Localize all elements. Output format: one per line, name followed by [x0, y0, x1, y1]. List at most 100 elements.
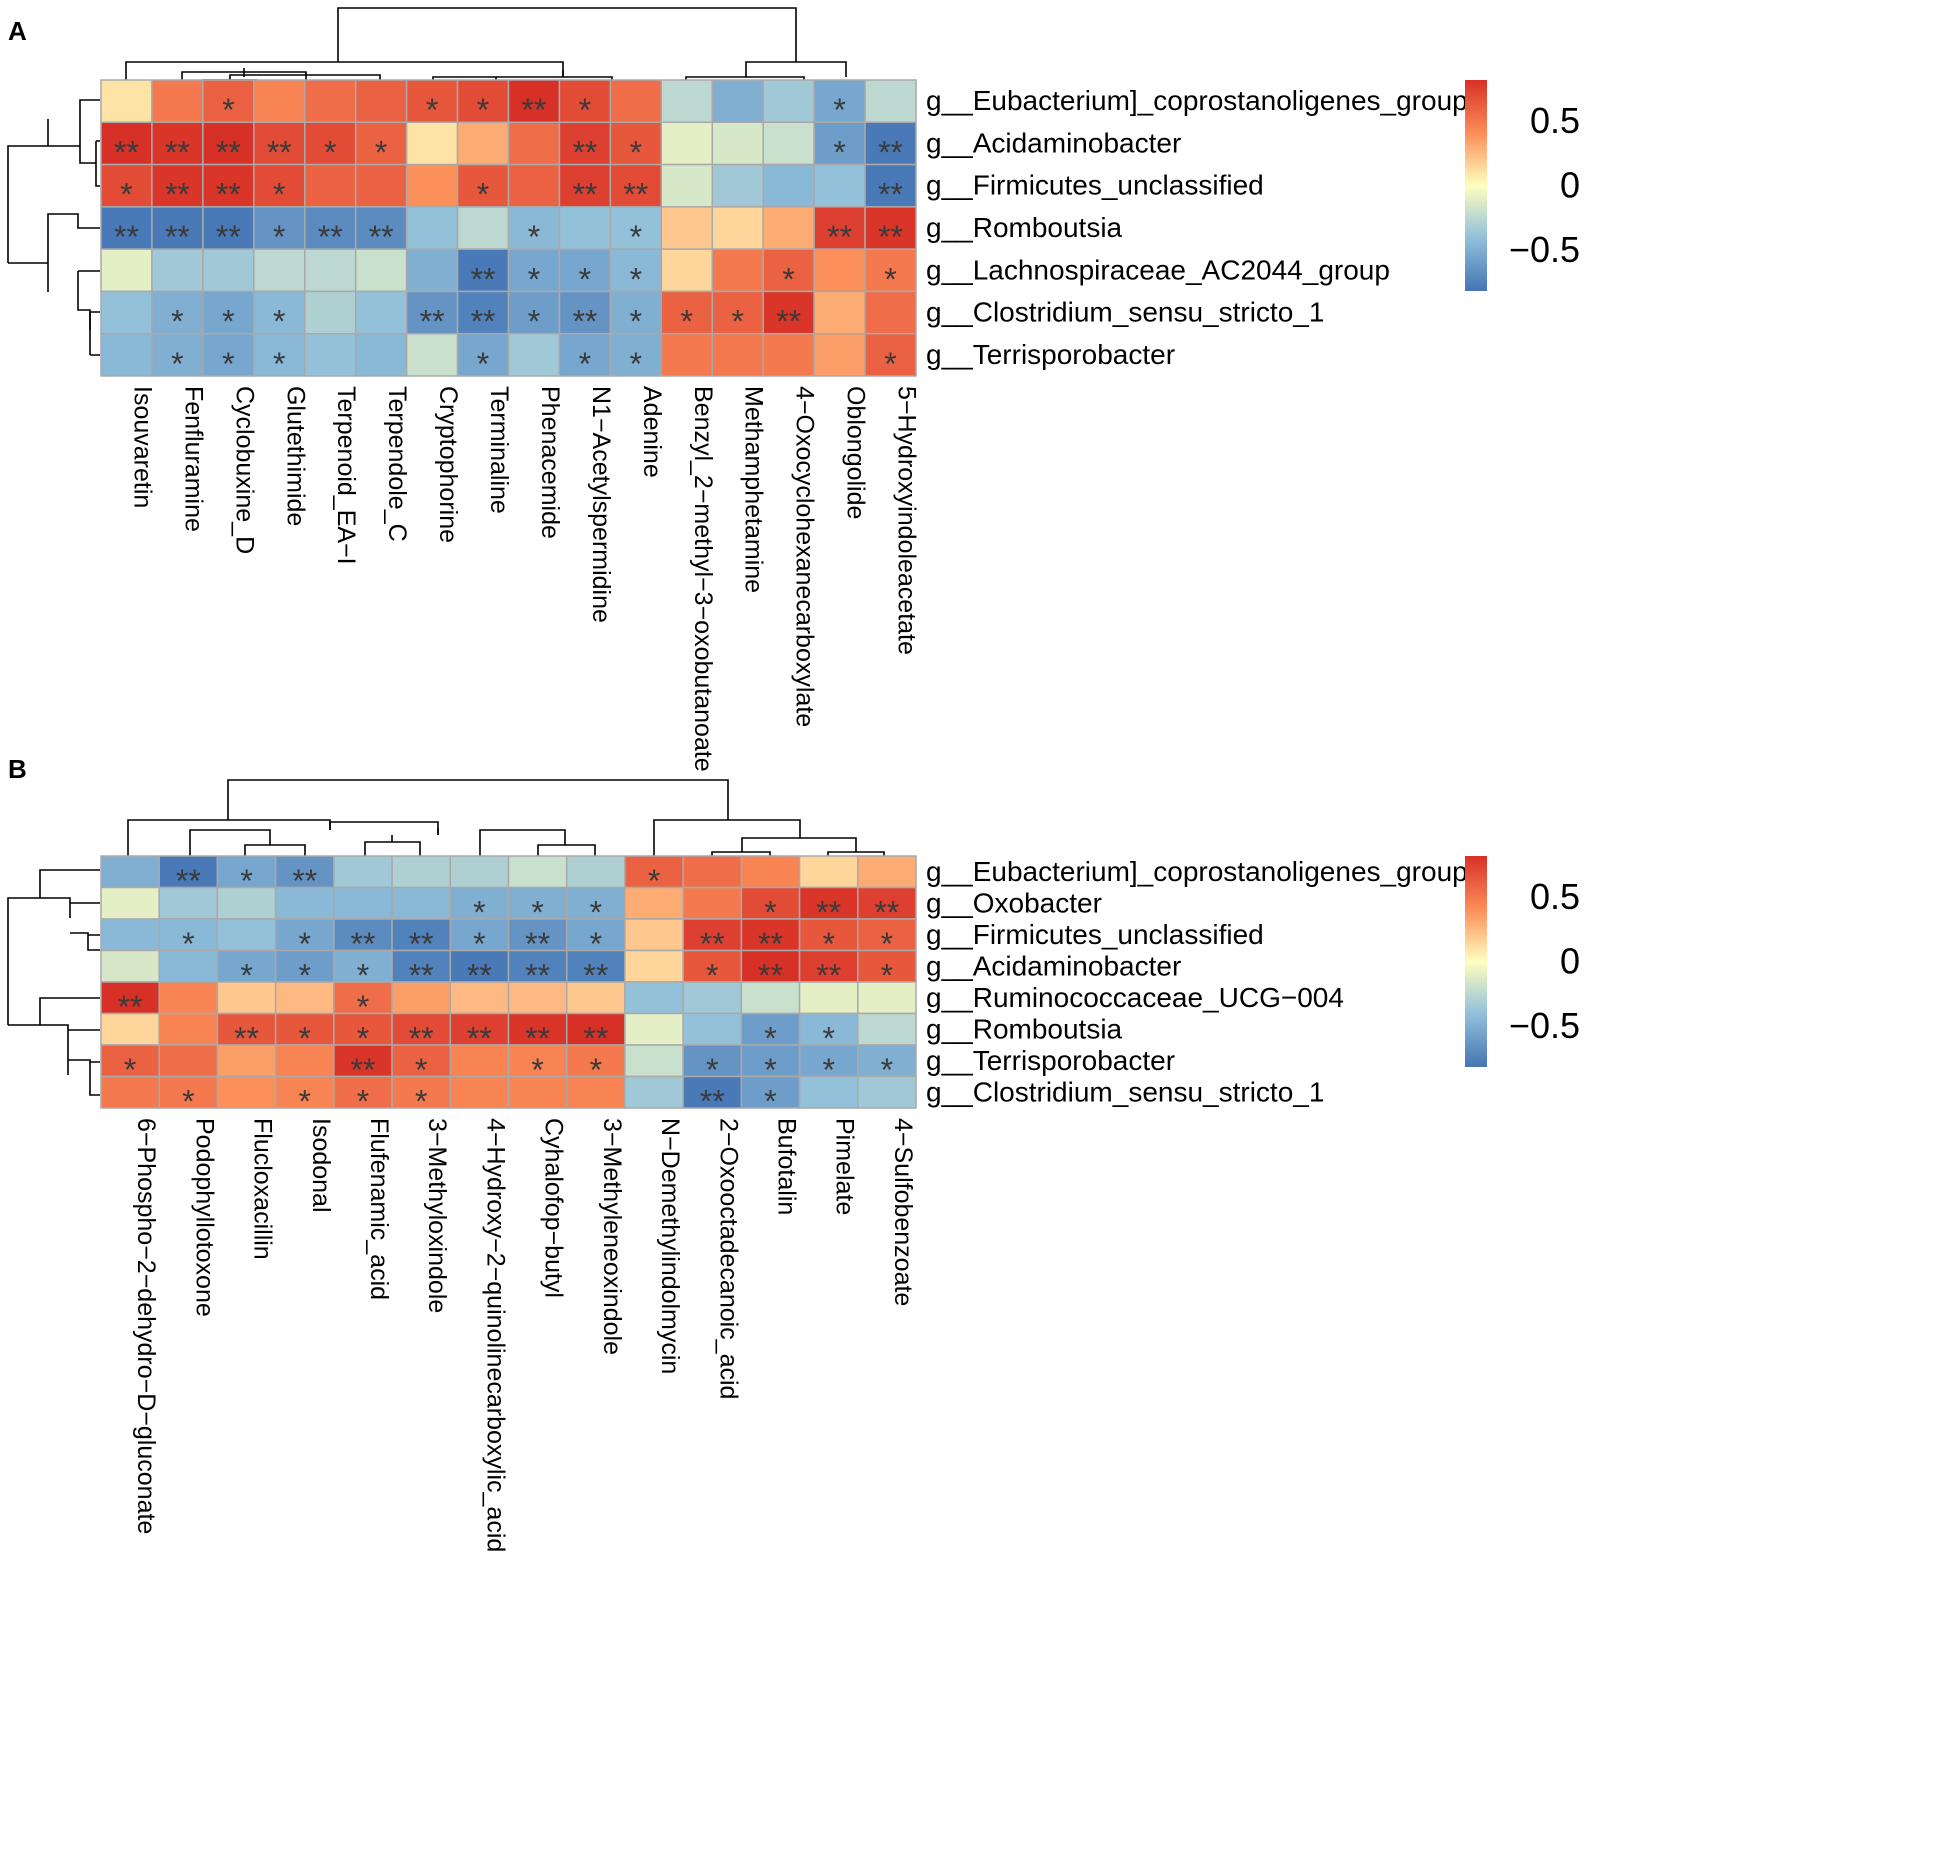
heatmap-cell [609, 121, 663, 166]
significance-marker: ** [165, 177, 190, 213]
heatmap-cell [660, 121, 713, 166]
column-label: 3−Methyloxindole [423, 1118, 451, 1313]
heatmap-cell [660, 206, 713, 250]
heatmap-cell [857, 918, 917, 952]
heatmap-cell [740, 855, 801, 889]
heatmap-cell [100, 290, 153, 335]
heatmap-cell [624, 981, 684, 1015]
significance-marker: ** [292, 863, 317, 899]
heatmap-cell [798, 949, 859, 983]
significance-marker: * [528, 261, 540, 297]
significance-marker: * [473, 894, 485, 930]
significance-marker: * [182, 926, 194, 962]
column-label: Isodonal [307, 1118, 335, 1213]
significance-marker: * [120, 177, 132, 213]
significance-marker: * [273, 346, 285, 382]
column-label: 2−Oxooctadecanoic_acid [714, 1118, 742, 1399]
significance-marker: ** [471, 304, 496, 340]
significance-marker: * [171, 304, 183, 340]
significance-marker: * [881, 1052, 893, 1088]
heatmap-panel-a: A [7, 7, 1580, 772]
row-label: g__Acidaminobacter [926, 127, 1181, 158]
significance-marker: ** [216, 219, 241, 255]
significance-marker: * [681, 304, 693, 340]
heatmap-cell [711, 121, 764, 166]
row-label: g__Acidaminobacter [926, 950, 1181, 981]
heatmap-cell [798, 1012, 859, 1046]
heatmap-cell [558, 206, 612, 250]
panel-label: A [8, 16, 27, 46]
heatmap-cell [740, 1075, 801, 1109]
heatmap-cell [151, 121, 204, 166]
heatmap-cell [333, 855, 393, 889]
heatmap-cell [762, 248, 815, 293]
heatmap-cell [449, 1075, 510, 1109]
heatmap-cell [333, 949, 393, 983]
significance-marker: ** [165, 219, 190, 255]
heatmap-cell [762, 163, 815, 208]
heatmap-cell [762, 79, 815, 124]
heatmap-cell [558, 332, 612, 377]
heatmap-cell [158, 1012, 219, 1046]
row-label: g__Clostridium_sensu_stricto_1 [926, 297, 1324, 328]
heatmap-cell [100, 855, 160, 889]
heatmap-cell [762, 121, 815, 166]
heatmap-cell [507, 949, 568, 983]
heatmap-cell [507, 290, 561, 335]
column-label: Terpendole_C [383, 386, 411, 542]
heatmap-cell [660, 332, 713, 377]
heatmap-cell [565, 981, 626, 1015]
significance-marker: * [884, 346, 896, 382]
heatmap-cell [274, 855, 335, 889]
heatmap-cell [216, 1075, 277, 1109]
significance-marker: * [299, 926, 311, 962]
heatmap-cell [864, 248, 917, 293]
significance-marker: * [833, 134, 845, 170]
heatmap-cell [158, 855, 219, 889]
heatmap-cell [507, 1044, 568, 1078]
significance-marker: * [222, 304, 234, 340]
significance-marker: * [477, 177, 489, 213]
significance-marker: * [273, 177, 285, 213]
heatmap-panel-b: B ** * ** ** * * [7, 754, 1580, 1552]
heatmap-cell [449, 1044, 510, 1078]
significance-marker: ** [758, 926, 783, 962]
legend-tick-label: 0.5 [1530, 876, 1580, 917]
significance-marker: * [764, 1052, 776, 1088]
heatmap-cell [253, 121, 306, 166]
heatmap-cell [740, 1012, 801, 1046]
significance-marker: ** [234, 1020, 259, 1056]
significance-marker: ** [351, 926, 376, 962]
significance-marker: * [630, 261, 642, 297]
row-label: g__Clostridium_sensu_stricto_1 [926, 1076, 1324, 1107]
heatmap-cell [624, 1075, 684, 1109]
heatmap-cell [682, 1012, 743, 1046]
significance-marker: * [299, 1020, 311, 1056]
heatmap-cell [304, 248, 357, 293]
significance-marker: * [299, 957, 311, 993]
significance-marker: * [822, 1052, 834, 1088]
row-label: g__Terrisporobacter [926, 1045, 1175, 1076]
significance-marker: ** [118, 989, 143, 1025]
heatmap-cell [507, 206, 561, 250]
significance-marker: * [706, 1052, 718, 1088]
significance-marker: * [630, 134, 642, 170]
heatmap-cell [864, 206, 917, 250]
significance-marker: * [375, 134, 387, 170]
significance-marker: * [273, 304, 285, 340]
heatmap-cell [711, 79, 764, 124]
heatmap-cell [813, 290, 866, 335]
significance-marker: * [324, 134, 336, 170]
heatmap-cell [391, 855, 452, 889]
significance-marker: ** [165, 134, 190, 170]
heatmap-cell [507, 886, 568, 920]
significance-marker: ** [874, 894, 899, 930]
significance-marker: * [590, 894, 602, 930]
significance-marker: * [531, 1052, 543, 1088]
legend-tick-label: 0 [1560, 941, 1580, 982]
significance-marker: * [630, 219, 642, 255]
significance-marker: ** [369, 219, 394, 255]
heatmap-cell [354, 79, 408, 124]
heatmap-cell [507, 918, 568, 952]
row-label: g__Ruminococcaceae_UCG−004 [926, 982, 1344, 1013]
